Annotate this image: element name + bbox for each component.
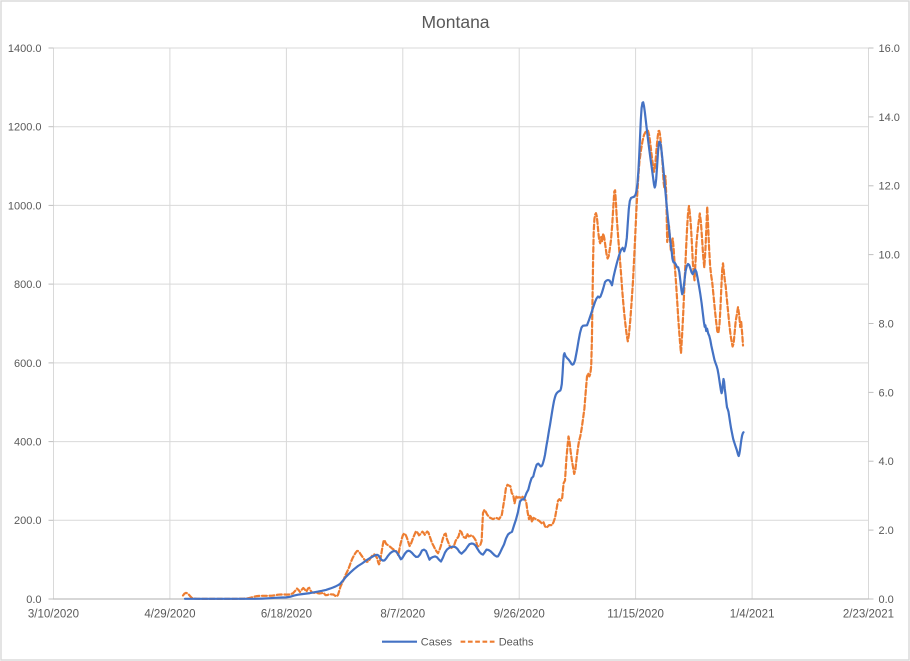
svg-text:14.0: 14.0 — [879, 112, 900, 124]
svg-text:600.0: 600.0 — [14, 358, 42, 370]
svg-text:4/29/2020: 4/29/2020 — [144, 608, 195, 620]
svg-text:12.0: 12.0 — [879, 181, 900, 193]
svg-text:1200.0: 1200.0 — [8, 122, 42, 134]
svg-text:2/23/2021: 2/23/2021 — [843, 608, 894, 620]
svg-text:400.0: 400.0 — [14, 437, 42, 449]
svg-text:0.0: 0.0 — [879, 594, 894, 606]
svg-text:Cases: Cases — [421, 636, 453, 648]
svg-text:9/26/2020: 9/26/2020 — [494, 608, 545, 620]
svg-text:6/18/2020: 6/18/2020 — [261, 608, 312, 620]
svg-text:3/10/2020: 3/10/2020 — [28, 608, 79, 620]
svg-text:4.0: 4.0 — [879, 456, 894, 468]
svg-text:6.0: 6.0 — [879, 387, 894, 399]
svg-text:2.0: 2.0 — [879, 525, 894, 537]
svg-text:10.0: 10.0 — [879, 250, 900, 262]
svg-text:800.0: 800.0 — [14, 279, 42, 291]
svg-text:0.0: 0.0 — [26, 594, 41, 606]
svg-text:16.0: 16.0 — [879, 43, 900, 55]
svg-text:8.0: 8.0 — [879, 318, 894, 330]
svg-text:1/4/2021: 1/4/2021 — [730, 608, 775, 620]
svg-text:1000.0: 1000.0 — [8, 200, 42, 212]
svg-text:11/15/2020: 11/15/2020 — [607, 608, 664, 620]
svg-text:1400.0: 1400.0 — [8, 43, 42, 55]
svg-text:8/7/2020: 8/7/2020 — [380, 608, 425, 620]
svg-text:Deaths: Deaths — [499, 636, 534, 648]
svg-text:Montana: Montana — [421, 12, 489, 32]
svg-text:200.0: 200.0 — [14, 515, 42, 527]
